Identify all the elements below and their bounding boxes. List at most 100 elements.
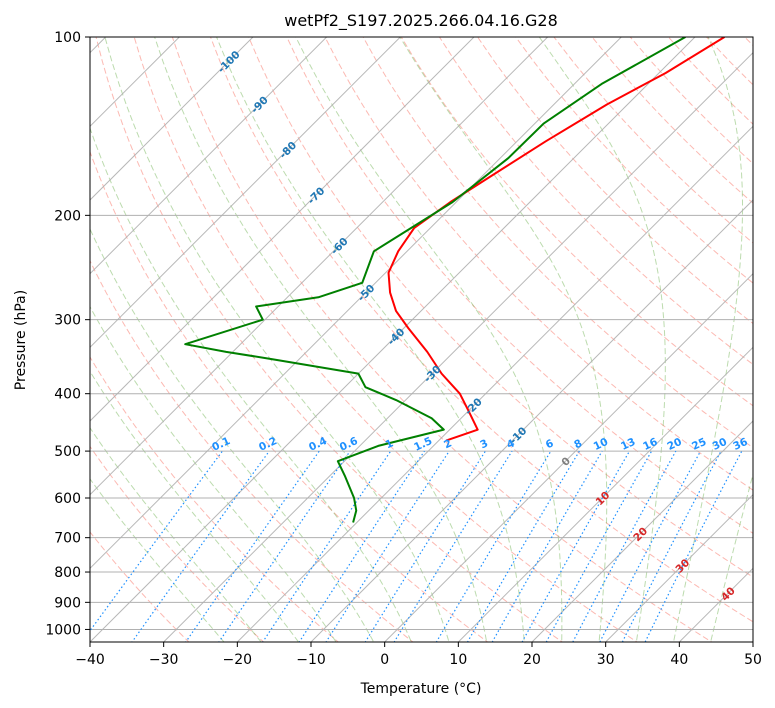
mixing-ratio-line (491, 450, 603, 642)
dry-adiabat (90, 259, 414, 642)
isotherms (90, 37, 753, 642)
dry-adiabat (90, 150, 489, 642)
x-tick-label: 40 (670, 652, 688, 668)
mixing-ratio-line (599, 450, 702, 642)
sounding-series (184, 37, 725, 523)
isotherm (384, 272, 753, 642)
isotherm (310, 199, 753, 642)
isotherm (457, 346, 753, 642)
moist-adiabat (90, 426, 262, 642)
dry-adiabat (90, 445, 265, 642)
isotherm (90, 37, 475, 422)
y-tick-label: 300 (54, 313, 81, 329)
x-tick-label: −40 (75, 652, 105, 668)
y-tick-label: 800 (54, 565, 81, 581)
mixing-ratio-label: 25 (690, 436, 708, 453)
mixing-ratio-lines (90, 450, 743, 642)
moist-adiabat (90, 126, 412, 642)
isotherm (531, 420, 753, 642)
y-tick-label: 1000 (45, 622, 81, 638)
y-tick-label: 600 (54, 491, 81, 507)
dry-adiabat (133, 37, 638, 642)
isotherm (90, 37, 623, 570)
x-tick-label: 10 (449, 652, 467, 668)
moist-adiabat (90, 227, 375, 642)
y-tick-label: 500 (54, 444, 81, 460)
x-tick-label: 30 (597, 652, 615, 668)
pressure-gridlines (90, 37, 753, 630)
mixing-ratio-label: 4 (505, 437, 517, 451)
dry-adiabat (90, 356, 339, 642)
mixing-ratio-label: 16 (641, 436, 659, 453)
moist-adiabat (90, 478, 225, 642)
isotherm (90, 37, 254, 201)
moist-adiabat (104, 37, 450, 642)
temperature-line (387, 37, 725, 442)
isotherm (90, 37, 402, 349)
mixing-ratio-label: 2 (442, 437, 454, 451)
mixing-ratio-line (393, 450, 513, 642)
y-axis-label: Pressure (hPa) (13, 290, 29, 390)
dry-adiabat (400, 37, 753, 407)
y-tick-label: 200 (54, 208, 81, 224)
mixing-ratio-label: 3 (478, 437, 490, 451)
mixing-ratio-label: 8 (572, 437, 584, 451)
isotherm (605, 493, 753, 642)
moist-adiabat (673, 37, 744, 642)
isotherm (90, 37, 549, 496)
x-tick-label: 0 (380, 652, 389, 668)
mixing-ratio-line (298, 450, 425, 642)
isotherm (90, 37, 328, 275)
mixing-ratio-label: 13 (619, 436, 637, 453)
dry-adiabats (90, 37, 753, 642)
chart-title: wetPf2_S197.2025.266.04.16.G28 (284, 11, 558, 31)
moist-adiabats (90, 37, 753, 642)
x-tick-label: 20 (523, 652, 541, 668)
moist-adiabat (216, 37, 525, 642)
moist-adiabat (154, 37, 488, 642)
x-tick-label: −20 (223, 652, 253, 668)
mixing-ratio-line (572, 450, 677, 642)
isotherm (163, 51, 753, 642)
moist-adiabat (538, 37, 666, 642)
moist-adiabat (90, 370, 300, 642)
mixing-ratio-line (466, 450, 580, 642)
x-tick-label: −30 (149, 652, 179, 668)
dry-adiabat (286, 37, 753, 534)
x-tick-label: −10 (296, 652, 326, 668)
mixing-ratio-line (185, 450, 320, 642)
mixing-ratio-line (435, 450, 552, 642)
mixing-ratio-label: 1 (384, 437, 396, 451)
isotherm (90, 37, 696, 642)
plot-frame (89, 36, 754, 643)
mixing-ratio-line (262, 450, 392, 642)
x-axis-ticks: −40 −30 −20 −10 0 10 20 30 40 50 (75, 642, 762, 668)
mixing-ratio-label: 20 (665, 436, 683, 453)
dry-adiabat (476, 37, 753, 325)
y-tick-label: 700 (54, 531, 81, 547)
dry-adiabat (171, 37, 713, 642)
y-tick-label: 900 (54, 595, 81, 611)
y-tick-label: 400 (54, 387, 81, 403)
dry-adiabat (248, 37, 753, 578)
moist-adiabat (295, 37, 563, 642)
mixing-ratio-line (90, 450, 223, 632)
y-axis-ticks: 100 200 300 400 500 600 700 800 900 1000 (45, 30, 90, 638)
mixing-ratio-label: 6 (544, 437, 556, 451)
dry-adiabat (209, 37, 753, 623)
plot-area (90, 37, 753, 642)
x-tick-label: 50 (744, 652, 762, 668)
dry-adiabat (95, 37, 564, 642)
dry-adiabat (438, 37, 753, 366)
y-tick-label: 100 (54, 30, 81, 46)
x-axis-label: Temperature (°C) (360, 681, 482, 697)
mixing-ratio-label: 36 (731, 436, 749, 453)
mixing-ratio-line (218, 450, 351, 642)
dry-adiabat (90, 531, 190, 642)
mixing-ratio-line (364, 450, 486, 642)
mixing-ratio-label: 10 (592, 436, 610, 453)
mixing-ratio-label: 30 (711, 436, 729, 453)
dewpoint-line (184, 37, 686, 523)
